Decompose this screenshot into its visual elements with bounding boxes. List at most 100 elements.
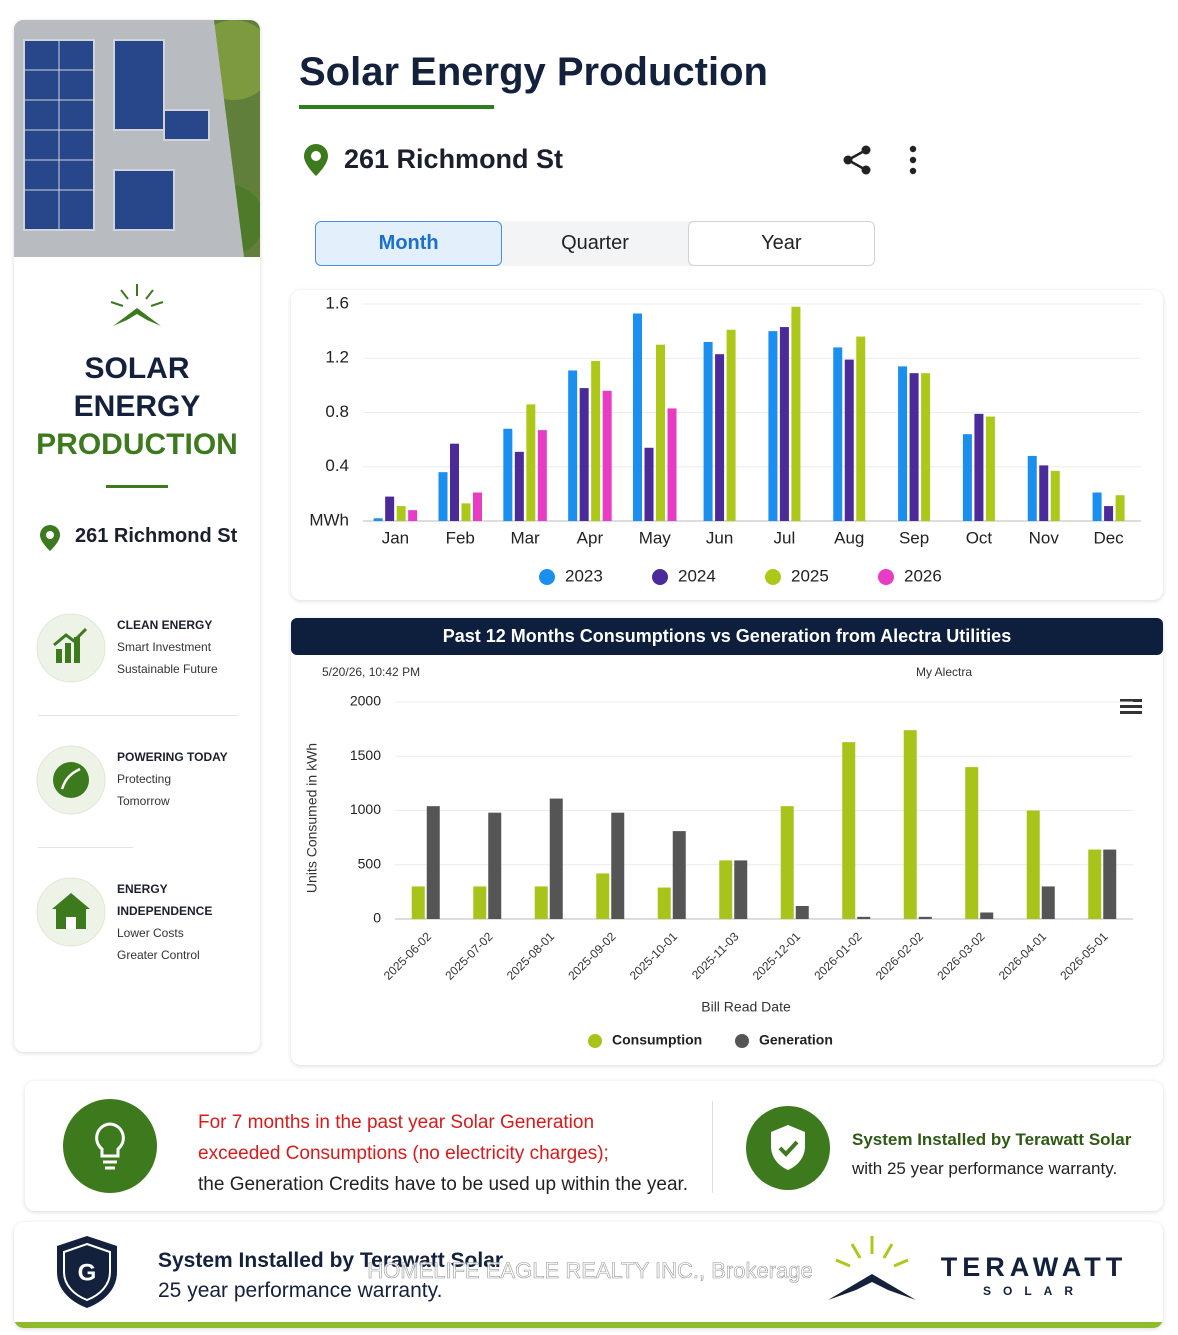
x-tick-label: Feb [446, 528, 475, 547]
bar [488, 812, 502, 919]
bar [426, 806, 440, 919]
share-button[interactable] [842, 144, 874, 176]
y-tick-label: 1.2 [325, 348, 349, 367]
bar [438, 472, 448, 521]
sun-logo [110, 284, 164, 326]
notice-line: exceeded Consumptions (no electricity ch… [198, 1143, 609, 1164]
bar [537, 430, 547, 521]
y-tick-label: 1.6 [325, 293, 349, 312]
divider [38, 715, 238, 716]
x-tick-label: Jun [706, 528, 733, 547]
bar [1103, 849, 1117, 919]
more-button[interactable] [905, 144, 921, 176]
chart-card: MWh 0.4 0.8 1.2 1.6 Jan Feb Mar Apr May Jun Jul Aug S… [291, 290, 1163, 600]
tab[interactable]: Month [315, 221, 503, 266]
chart-subtitle: 5/20/26, 10:42 PM [322, 665, 420, 679]
x-tick-label: Apr [577, 528, 604, 547]
bar [780, 806, 794, 919]
legend-label: 2025 [791, 566, 829, 585]
bar [719, 860, 733, 919]
chart-card: Past 12 Months Consumptions vs Generatio… [291, 618, 1163, 1065]
chart-credit: My Alectra [916, 665, 972, 679]
bar [1027, 455, 1037, 521]
bar [656, 344, 665, 521]
legend-label: 2023 [565, 566, 603, 585]
bar [611, 812, 625, 919]
x-tick-label: Dec [1093, 528, 1124, 547]
bar [715, 354, 725, 521]
footer-text: System Installed by Terawatt Solar 25 ye… [158, 1246, 503, 1306]
feature-title: POWERING TODAY [117, 750, 228, 764]
title-underline [299, 105, 494, 109]
pin-icon [304, 144, 328, 176]
bar [644, 447, 654, 521]
footer-line: 25 year performance warranty. [158, 1279, 443, 1302]
bar [962, 434, 972, 521]
page-title: Solar Energy Production [299, 50, 768, 94]
footer-line: System Installed by Terawatt Solar [158, 1249, 504, 1272]
bar [503, 428, 513, 521]
warranty-line: System Installed by Terawatt Solar [852, 1130, 1132, 1149]
legend-marker [878, 569, 894, 585]
feature-text: ENERGY INDEPENDENCE Lower Costs Greater Co… [117, 878, 247, 966]
x-tick-label: 2025-08-01 [504, 929, 558, 983]
bar [985, 416, 995, 521]
x-tick-label: Mar [510, 528, 540, 547]
bar [579, 388, 589, 521]
bar [672, 831, 686, 919]
y-tick-label: 2000 [350, 693, 381, 709]
bar [1115, 495, 1125, 521]
feature-line: Sustainable Future [117, 662, 218, 676]
bar [726, 329, 736, 521]
chart: Past 12 Months Consumptions vs Generatio… [291, 618, 1163, 1048]
bar [903, 730, 917, 919]
bar [909, 373, 919, 521]
divider [38, 847, 133, 848]
chart-title: Past 12 Months Consumptions vs Generatio… [443, 626, 1011, 646]
chart-menu[interactable] [1120, 699, 1142, 714]
x-tick-label: Jan [382, 528, 409, 547]
menu-bar [1120, 705, 1142, 708]
bar [857, 916, 871, 919]
menu-bar [1120, 711, 1142, 714]
bar [667, 408, 677, 521]
x-tick-label: Nov [1029, 528, 1060, 547]
bar [918, 916, 932, 919]
bar [795, 905, 809, 919]
feature-title: CLEAN ENERGY [117, 618, 213, 632]
bar [1092, 492, 1102, 521]
svg-text:G: G [78, 1259, 97, 1286]
shield-icon [746, 1106, 830, 1190]
bar [1050, 470, 1060, 521]
x-tick-label: 2025-10-01 [627, 929, 681, 983]
title-line: PRODUCTION [36, 428, 238, 461]
roof-photo [14, 20, 260, 257]
legend-marker [588, 1034, 602, 1048]
menu-bar [1120, 699, 1142, 702]
feature-icon [36, 745, 106, 815]
divider [106, 485, 168, 488]
bar [921, 373, 931, 521]
chart-header [291, 618, 1163, 655]
x-tick-label: 2025-09-02 [565, 929, 619, 983]
bar [1039, 465, 1049, 521]
legend-marker [539, 569, 555, 585]
x-tick-label: 2025-06-02 [381, 929, 435, 983]
legend-marker [735, 1034, 749, 1048]
bar [568, 370, 578, 521]
feature-icon [36, 877, 106, 947]
watermark: HOMELIFE EAGLE REALTY INC., Brokerage [367, 1258, 813, 1284]
tab[interactable]: Quarter [561, 232, 629, 254]
bar [373, 518, 383, 521]
notice-line: the Generation Credits have to be used u… [198, 1174, 689, 1195]
bar [473, 886, 487, 919]
tab-bar: Month Quarter Year [315, 221, 875, 266]
sidebar-title: SOLAR ENERGY PRODUCTION [14, 350, 260, 464]
tab[interactable]: Year [687, 221, 875, 266]
bar [1104, 506, 1114, 521]
bar [549, 798, 563, 919]
bar [514, 451, 524, 521]
bar [980, 912, 994, 919]
feature-line: Protecting [117, 772, 172, 786]
